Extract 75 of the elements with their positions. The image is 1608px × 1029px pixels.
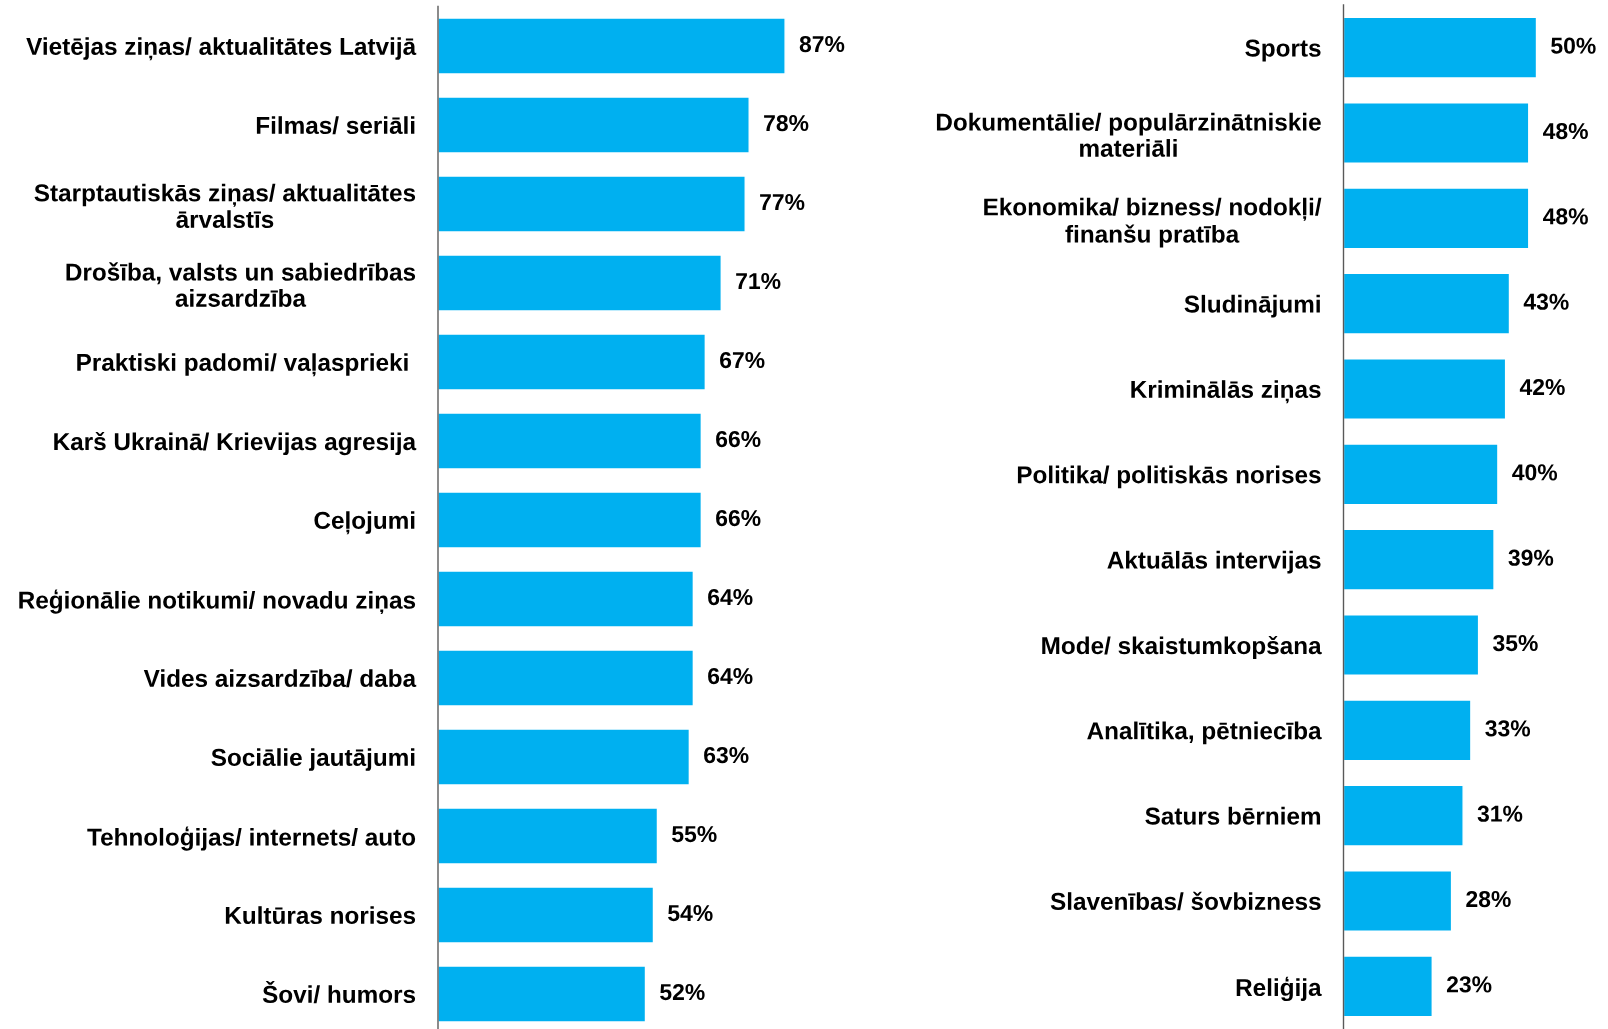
y-tick-label: Tehnoloģijas/ internets/ auto (87, 826, 416, 851)
data-label: 35% (1493, 634, 1538, 652)
data-label: 67% (720, 351, 765, 369)
data-label: 31% (1477, 805, 1523, 822)
bar (1343, 614, 1480, 676)
y-tick-label: Sports (1245, 39, 1321, 62)
y-tick-label: Reliģija (1236, 976, 1322, 1002)
bar (438, 807, 659, 865)
bar (1343, 784, 1464, 847)
bar (1343, 358, 1507, 420)
data-label: 48% (1543, 208, 1588, 225)
bar (438, 570, 695, 628)
data-label: 43% (1523, 293, 1569, 310)
bar (438, 728, 691, 786)
data-label: 66% (716, 430, 761, 448)
bar (1343, 443, 1499, 506)
y-tick-label: Drošība, valsts un sabiedrības aizsardzība (66, 262, 416, 307)
data-label: 28% (1466, 890, 1511, 908)
data-label: 64% (708, 588, 753, 606)
y-tick-label: Ekonomika/ bizness/ nodokļi/ finanšu pratība (984, 197, 1322, 248)
y-tick-label: Filmas/ seriāli (256, 116, 415, 135)
y-tick-label: Reģionālie notikumi/ novadu ziņas (19, 589, 416, 614)
data-label: 87% (799, 35, 845, 53)
bar (1343, 16, 1538, 79)
bar (438, 254, 722, 312)
y-tick-label: Kriminālās ziņas (1131, 380, 1321, 404)
bar (438, 491, 703, 549)
y-tick-label: Slavenības/ šovbizness (1050, 891, 1321, 911)
bar (438, 412, 703, 470)
y-tick-label: Sociālie jautājumi (211, 748, 415, 771)
data-label: 55% (672, 825, 717, 843)
bar (1343, 870, 1453, 932)
y-tick-label: Vietējas ziņas/ aktualitātes Latvijā (26, 37, 417, 61)
bar (1343, 955, 1433, 1018)
data-label: 48% (1543, 122, 1588, 140)
y-tick-label: Analītika, pētniecība (1087, 721, 1322, 745)
data-label: 52% (660, 983, 705, 1001)
bar (1343, 272, 1511, 335)
y-tick-label: Karš Ukrainā/ Krievijas agresija (54, 431, 417, 456)
y-tick-label: Mode/ skaistumkopšana (1042, 635, 1322, 660)
bar (1343, 187, 1530, 250)
data-label: 40% (1512, 464, 1558, 481)
y-tick-label: Starptautiskās ziņas/ aktualitātes ārvalstīs (34, 183, 416, 229)
y-tick-label: Kultūras norises (225, 906, 416, 925)
bar (438, 96, 750, 154)
bar (1343, 102, 1530, 164)
data-label: 77% (760, 193, 805, 211)
y-tick-label: Sludinājumi (1184, 294, 1320, 318)
bar (438, 333, 707, 391)
y-tick-label: Praktiski padomi/ vaļasprieki (77, 353, 408, 377)
data-label: 54% (668, 904, 713, 922)
bar (1343, 528, 1495, 591)
data-label: 78% (764, 114, 809, 132)
data-label: 33% (1485, 720, 1531, 737)
data-label: 50% (1551, 37, 1596, 54)
bar (438, 649, 695, 707)
data-label: 39% (1508, 549, 1554, 566)
y-tick-label: Šovi/ humors (262, 981, 416, 1004)
data-label: 23% (1446, 976, 1492, 993)
y-tick-label: Saturs bērniem (1145, 806, 1321, 825)
y-tick-label: Politika/ politiskās norises (1017, 465, 1321, 489)
data-label: 66% (716, 509, 761, 527)
y-tick-label: Vides aizsardzība/ daba (143, 669, 417, 688)
y-tick-label: Aktuālās intervijas (1107, 550, 1321, 574)
data-label: 42% (1519, 378, 1565, 396)
data-label: 63% (704, 746, 749, 764)
data-label: 71% (736, 272, 781, 290)
bar (1343, 699, 1472, 762)
bar (438, 965, 647, 1023)
y-tick-label: Dokumentālie/ populārzinātniskie materiāli (936, 112, 1321, 157)
bar (438, 886, 655, 944)
data-label: 64% (708, 667, 753, 685)
bar (438, 175, 746, 233)
y-tick-label: Ceļojumi (314, 511, 415, 535)
bar (438, 17, 786, 75)
